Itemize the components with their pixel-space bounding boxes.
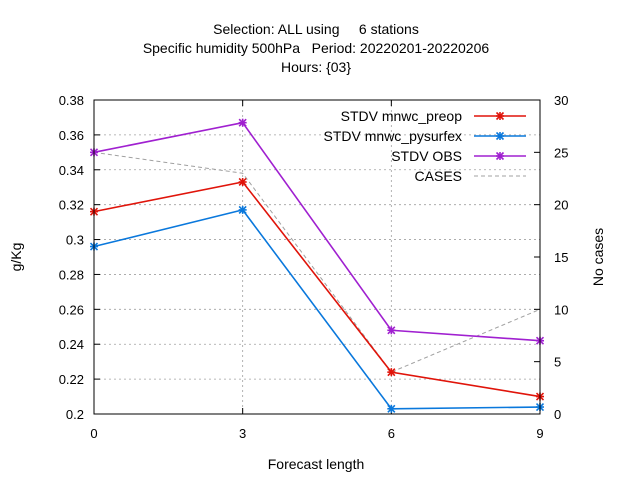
y2-tick-label: 10 (554, 302, 568, 317)
y-tick-label: 0.36 (59, 128, 84, 143)
data-point (387, 326, 396, 335)
legend-entry: STDV mnwc_preop (341, 108, 526, 124)
y-tick-label: 0.34 (59, 163, 84, 178)
plot-series (89, 118, 545, 413)
y2-tick-label: 20 (554, 198, 568, 213)
y-axis-label: g/Kg (8, 243, 24, 272)
x-axis-label: Forecast length (268, 456, 365, 472)
legend: STDV mnwc_preop STDV mnwc_pysurfex STDV OB… (324, 108, 526, 184)
y-tick-label: 0.38 (59, 93, 84, 108)
grid (94, 100, 540, 414)
y-tick-label: 0.32 (59, 198, 84, 213)
chart-title: Selection: ALL using 6 stations Specific… (143, 21, 490, 75)
x-tick-label: 9 (536, 426, 543, 441)
series-line (93, 208, 541, 410)
y2-tick-label: 15 (554, 250, 568, 265)
title-line-1: Selection: ALL using 6 stations (213, 21, 419, 37)
series-cases (93, 151, 541, 373)
legend-marker (495, 151, 505, 161)
plot-frame (93, 99, 541, 415)
series-line (93, 121, 541, 342)
x-tick-label: 3 (239, 426, 246, 441)
legend-entry: STDV mnwc_pysurfex (324, 128, 526, 144)
legend-entry: CASES (415, 168, 526, 184)
data-point (238, 118, 247, 127)
y-tick-label: 0.28 (59, 267, 84, 282)
axis-ticks: 0.2 0.22 0.24 0.26 0.28 0.3 0.32 0.34 0.36 0.38 0 5… (59, 93, 569, 441)
series-line (93, 151, 541, 373)
legend-entry: STDV OBS (391, 148, 526, 164)
y2-tick-label: 5 (554, 355, 561, 370)
y-tick-label: 0.26 (59, 302, 84, 317)
legend-marker (495, 131, 505, 141)
series-stdv-mnwc-preop (89, 177, 545, 401)
y2-tick-label: 30 (554, 93, 568, 108)
legend-marker (495, 111, 505, 121)
legend-label: STDV mnwc_pysurfex (324, 128, 462, 144)
data-point (238, 205, 247, 214)
title-line-2: Specific humidity 500hPa Period: 2022020… (143, 40, 490, 56)
data-point (387, 368, 396, 377)
legend-label: STDV mnwc_preop (341, 108, 463, 124)
x-tick-label: 0 (90, 426, 97, 441)
x-tick-label: 6 (388, 426, 395, 441)
data-point (387, 404, 396, 413)
series-line (93, 181, 541, 398)
title-line-3: Hours: {03} (281, 59, 351, 75)
data-point (238, 177, 247, 187)
series-stdv-obs (89, 118, 545, 345)
y2-axis-label: No cases (590, 228, 606, 286)
y2-tick-label: 25 (554, 145, 568, 160)
y-tick-label: 0.24 (59, 337, 84, 352)
legend-label: CASES (415, 168, 462, 184)
legend-label: STDV OBS (391, 148, 462, 164)
y-tick-label: 0.22 (59, 372, 84, 387)
y-tick-label: 0.2 (66, 407, 84, 422)
y2-tick-label: 0 (554, 407, 561, 422)
y-tick-label: 0.3 (66, 233, 84, 248)
